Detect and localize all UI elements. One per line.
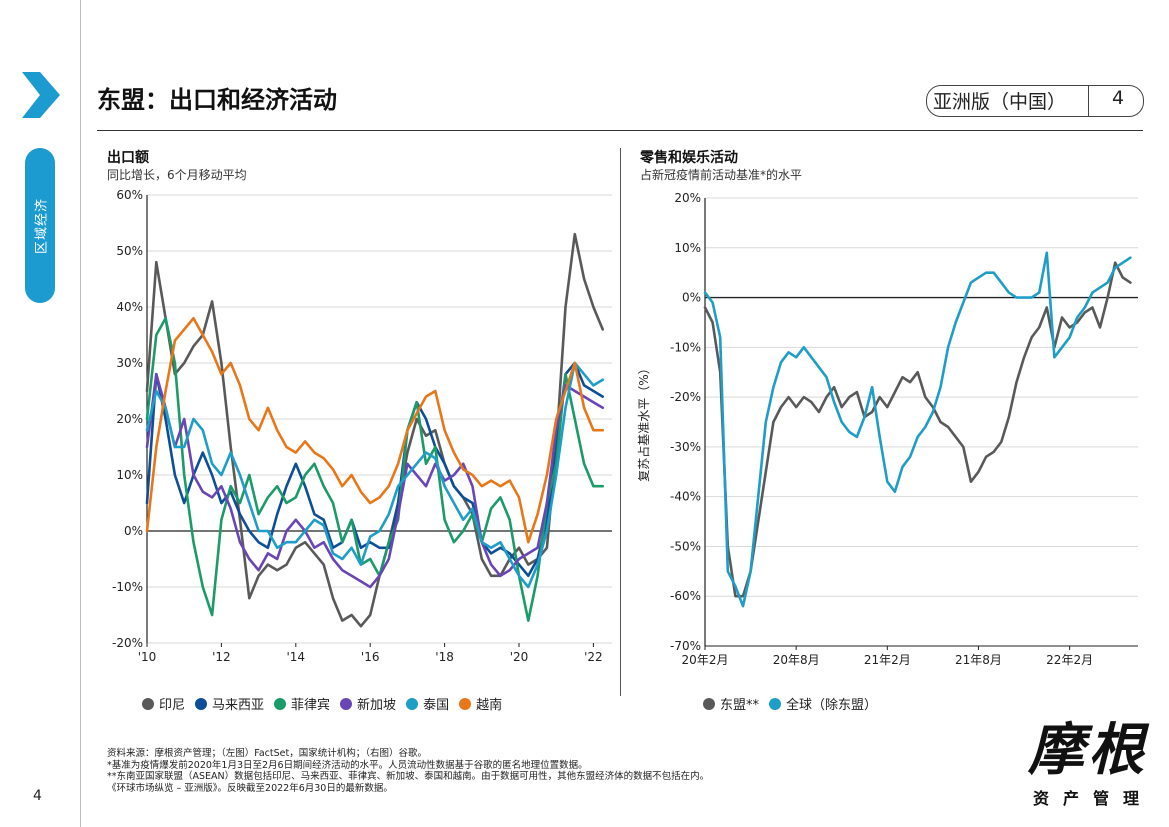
left-chart-legend: 印尼 马来西亚 菲律宾 新加坡 泰国 越南 (142, 694, 512, 713)
title-rule (97, 130, 1143, 131)
x-tick-label: 20年8月 (773, 653, 820, 667)
right-chart-subtitle: 占新冠疫情前活动基准*的水平 (640, 168, 803, 182)
x-tick-label: '16 (361, 650, 380, 664)
legend-label: 越南 (476, 698, 503, 713)
legend-label: 菲律宾 (291, 698, 331, 713)
y-tick-label: 20% (674, 191, 701, 205)
y-axis-title: 复苏占基准水平（%） (636, 362, 651, 481)
left-chart-title: 出口额 (107, 150, 149, 166)
section-tab[interactable]: 区域经济 (25, 148, 55, 303)
series-line (145, 232, 604, 628)
y-tick-label: -40% (670, 490, 701, 504)
legend-item: 马来西亚 (195, 694, 264, 713)
legend-swatch (142, 697, 154, 710)
y-tick-label: -70% (670, 639, 701, 653)
y-tick-label: 20% (116, 412, 143, 426)
footnote-baseline: *基准为疫情爆发前2020年1月3日至2月6日期间经济活动的水平。人员流动性数据… (107, 759, 588, 771)
x-tick-label: 22年2月 (1046, 653, 1093, 667)
left-chart-subtitle: 同比增长，6个月移动平均 (107, 168, 247, 182)
legend-swatch (406, 697, 419, 710)
series-line (145, 372, 604, 589)
legend-label: 马来西亚 (212, 698, 265, 713)
series-line (703, 251, 1132, 608)
section-tab-label: 区域经济 (34, 197, 50, 254)
footer-page-number: 4 (33, 788, 42, 804)
brand-chevron-icon (22, 72, 60, 118)
right-chart-legend: 东盟** 全球（除东盟） (703, 694, 887, 713)
legend-item: 菲律宾 (274, 694, 330, 713)
x-tick-label: 21年8月 (955, 653, 1002, 667)
x-tick-label: '10 (138, 650, 157, 664)
y-tick-label: -20% (670, 390, 701, 404)
x-tick-label: '22 (584, 650, 603, 664)
x-tick-label: '18 (435, 650, 454, 664)
x-tick-label: '14 (287, 650, 306, 664)
edition-divider (1088, 85, 1089, 116)
footnote-source: 资料来源：摩根资产管理；（左图）FactSet，国家统计机构；（右图）谷歌。 (107, 748, 427, 759)
legend-label: 印尼 (159, 698, 186, 713)
x-tick-label: '12 (212, 650, 231, 664)
company-logo-subtext: 资产管理 (1033, 789, 1154, 808)
y-tick-label: 40% (116, 300, 143, 314)
y-tick-label: 0% (124, 524, 143, 538)
legend-swatch (195, 697, 208, 710)
legend-label: 东盟** (720, 698, 760, 713)
page-title: 东盟：出口和经济活动 (97, 86, 337, 114)
legend-swatch (769, 697, 782, 710)
legend-item: 全球（除东盟） (769, 694, 877, 713)
series-line (703, 261, 1132, 598)
y-tick-label: -30% (670, 440, 701, 454)
legend-item: 新加坡 (340, 694, 396, 713)
legend-swatch (459, 697, 472, 710)
footnotes: 资料来源：摩根资产管理；（左图）FactSet，国家统计机构；（右图）谷歌。 *… (107, 748, 709, 794)
legend-swatch (340, 697, 353, 710)
y-tick-label: -10% (670, 340, 701, 354)
y-tick-label: 60% (116, 188, 143, 202)
chart-divider (620, 148, 621, 696)
footnote-guide: 《环球市场纵览 – 亚洲版》。反映截至2022年6月30日的最新数据。 (107, 782, 393, 794)
left-export-chart: -20% -10% 0% 10% 20% 30% 40% 50% 60% '10 '12 '14 '16… (112, 188, 612, 664)
legend-swatch (274, 697, 287, 710)
y-tick-label: -20% (112, 636, 143, 650)
y-tick-label: -60% (670, 589, 701, 603)
right-chart-title: 零售和娱乐活动 (640, 150, 738, 166)
y-tick-label: 10% (116, 468, 143, 482)
y-tick-label: 10% (674, 241, 701, 255)
company-logo-mark: 摩根 (1028, 717, 1148, 783)
series-line (145, 361, 604, 578)
y-tick-label: 0% (682, 291, 701, 305)
legend-item: 泰国 (406, 694, 449, 713)
legend-swatch (703, 697, 715, 710)
series-line (145, 316, 604, 622)
x-tick-label: 21年2月 (864, 653, 911, 667)
y-tick-label: -10% (112, 580, 143, 594)
legend-item: 印尼 (142, 694, 185, 713)
edition-badge (926, 85, 1144, 117)
sidebar-divider (80, 0, 81, 827)
series-line (145, 361, 604, 589)
edition-label: 亚洲版（中国） (933, 91, 1067, 113)
legend-label: 全球（除东盟） (786, 698, 878, 713)
y-tick-label: -50% (670, 539, 701, 553)
x-tick-label: '20 (510, 650, 529, 664)
right-retail-chart: -70% -60% -50% -40% -30% -20% -10% 0% 10% 20% 20年2… (636, 191, 1138, 667)
y-tick-label: 50% (116, 244, 143, 258)
legend-item: 东盟** (703, 694, 759, 713)
series-line (145, 316, 604, 544)
legend-label: 新加坡 (357, 698, 397, 713)
x-tick-label: 20年2月 (682, 653, 729, 667)
y-tick-label: 30% (116, 356, 143, 370)
legend-item: 越南 (459, 694, 502, 713)
header-page-number: 4 (1111, 87, 1125, 109)
footnote-asean: **东南亚国家联盟（ASEAN）数据包括印尼、马来西亚、菲律宾、新加坡、泰国和越… (107, 771, 710, 782)
legend-label: 泰国 (423, 698, 450, 713)
